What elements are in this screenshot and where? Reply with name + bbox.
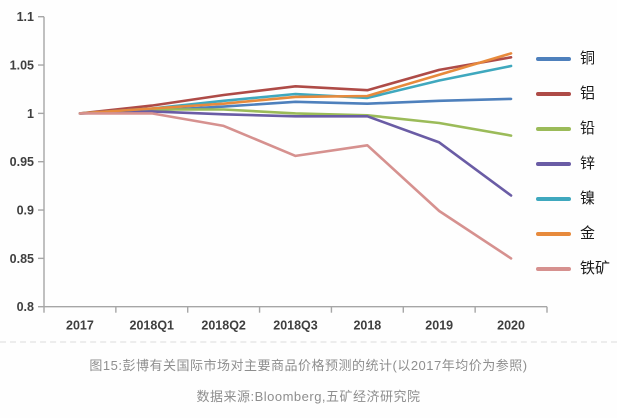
legend-label: 金	[580, 225, 596, 242]
x-axis-tick-label: 2018Q2	[201, 319, 246, 333]
legend-item: 铁矿	[536, 251, 610, 286]
x-axis-tick-label: 2020	[497, 319, 525, 333]
series-line-铝	[78, 55, 513, 115]
legend-label: 铁矿	[580, 260, 611, 277]
legend-line-swatch	[536, 56, 571, 61]
chart-legend: 铜铝铅锌镍金铁矿	[536, 41, 610, 286]
x-axis-tick-label: 2017	[66, 319, 94, 333]
figure-source: 数据来源:Bloomberg,五矿经济研究院	[196, 389, 421, 404]
y-axis-tick-label: 1	[27, 107, 34, 121]
legend-line-swatch	[536, 266, 571, 271]
chart-plot-region: 1.1 1.05 1 0.95 0.9 0.85 0.8 2017 2018Q1 2018Q2 20…	[10, 10, 610, 333]
y-axis-tick-label: 0.9	[17, 204, 34, 218]
legend-line-swatch	[536, 91, 571, 96]
series-line-金	[78, 52, 513, 115]
y-axis-tick-label: 0.8	[17, 300, 34, 314]
x-axis-tick-label: 2019	[425, 319, 453, 333]
legend-line-swatch	[536, 161, 571, 166]
legend-item: 金	[536, 216, 610, 251]
y-axis-tick-label: 0.95	[10, 155, 34, 169]
legend-label: 镍	[580, 190, 596, 207]
legend-label: 铝	[580, 85, 596, 102]
series-line-锌	[78, 110, 513, 197]
legend-item: 镍	[536, 181, 610, 216]
x-axis-tick-label: 2018	[353, 319, 381, 333]
legend-item: 铝	[536, 76, 610, 111]
y-axis-tick-label: 0.85	[10, 252, 34, 266]
line-chart-canvas: 1.1 1.05 1 0.95 0.9 0.85 0.8 2017 2018Q1 2018Q2 20…	[10, 10, 548, 333]
y-axis-tick-label: 1.05	[10, 59, 34, 73]
legend-line-swatch	[536, 231, 571, 236]
legend-line-swatch	[536, 126, 571, 131]
series-line-铁矿	[78, 112, 513, 260]
x-axis-tick-label: 2018Q1	[130, 319, 175, 333]
legend-item: 铜	[536, 41, 610, 76]
y-axis-tick-label: 1.1	[17, 10, 34, 24]
legend-line-swatch	[536, 196, 571, 201]
caption-separator	[0, 341, 617, 343]
legend-item: 锌	[536, 146, 610, 181]
legend-label: 铅	[580, 120, 596, 137]
caption-block: 图15:彭博有关国际市场对主要商品价格预测的统计(以2017年均价为参照) 数据…	[0, 341, 617, 405]
figure-caption: 图15:彭博有关国际市场对主要商品价格预测的统计(以2017年均价为参照)	[89, 358, 528, 373]
legend-label: 铜	[580, 50, 596, 67]
x-axis-tick-label: 2018Q3	[273, 319, 318, 333]
legend-label: 锌	[580, 155, 596, 172]
legend-item: 铅	[536, 111, 610, 146]
